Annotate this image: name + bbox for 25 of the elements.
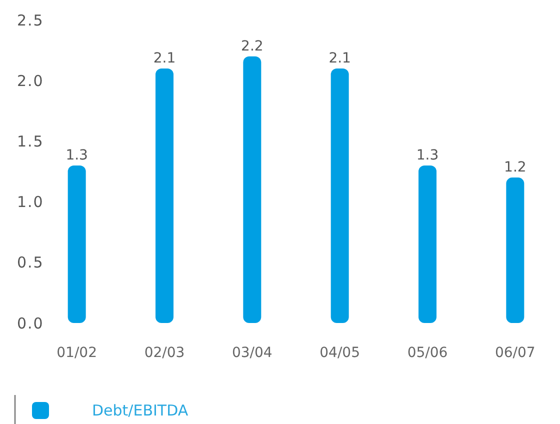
x-tick-label: 02/03 xyxy=(144,345,185,361)
data-label: 1.2 xyxy=(504,160,526,176)
bar xyxy=(68,165,86,323)
x-tick-label: 01/02 xyxy=(56,345,98,361)
data-label: 2.2 xyxy=(241,38,264,54)
text: Debt/EBITDA xyxy=(92,401,189,420)
bar xyxy=(418,165,436,323)
data-label: 2.1 xyxy=(153,50,176,66)
y-tick-label: 2.5 xyxy=(17,11,44,30)
data-label: 2.1 xyxy=(328,50,351,66)
bar xyxy=(330,68,349,323)
y-tick-label: 0.0 xyxy=(17,314,44,332)
x-tick-label: 03/04 xyxy=(232,345,272,361)
y-tick-label: 1.5 xyxy=(17,132,44,150)
bar xyxy=(506,178,524,323)
data-label: 1.3 xyxy=(66,147,88,164)
data-label: 1.3 xyxy=(416,147,439,164)
y-tick-label: 2.0 xyxy=(17,72,44,90)
x-tick-label: 04/05 xyxy=(320,345,360,361)
bar xyxy=(243,56,262,323)
x-tick-label: 06/07 xyxy=(494,345,536,361)
bar xyxy=(156,68,174,323)
y-tick-label: 1.0 xyxy=(17,193,44,212)
y-tick-label: 0.5 xyxy=(17,254,44,272)
x-tick-label: 05/06 xyxy=(407,345,448,361)
